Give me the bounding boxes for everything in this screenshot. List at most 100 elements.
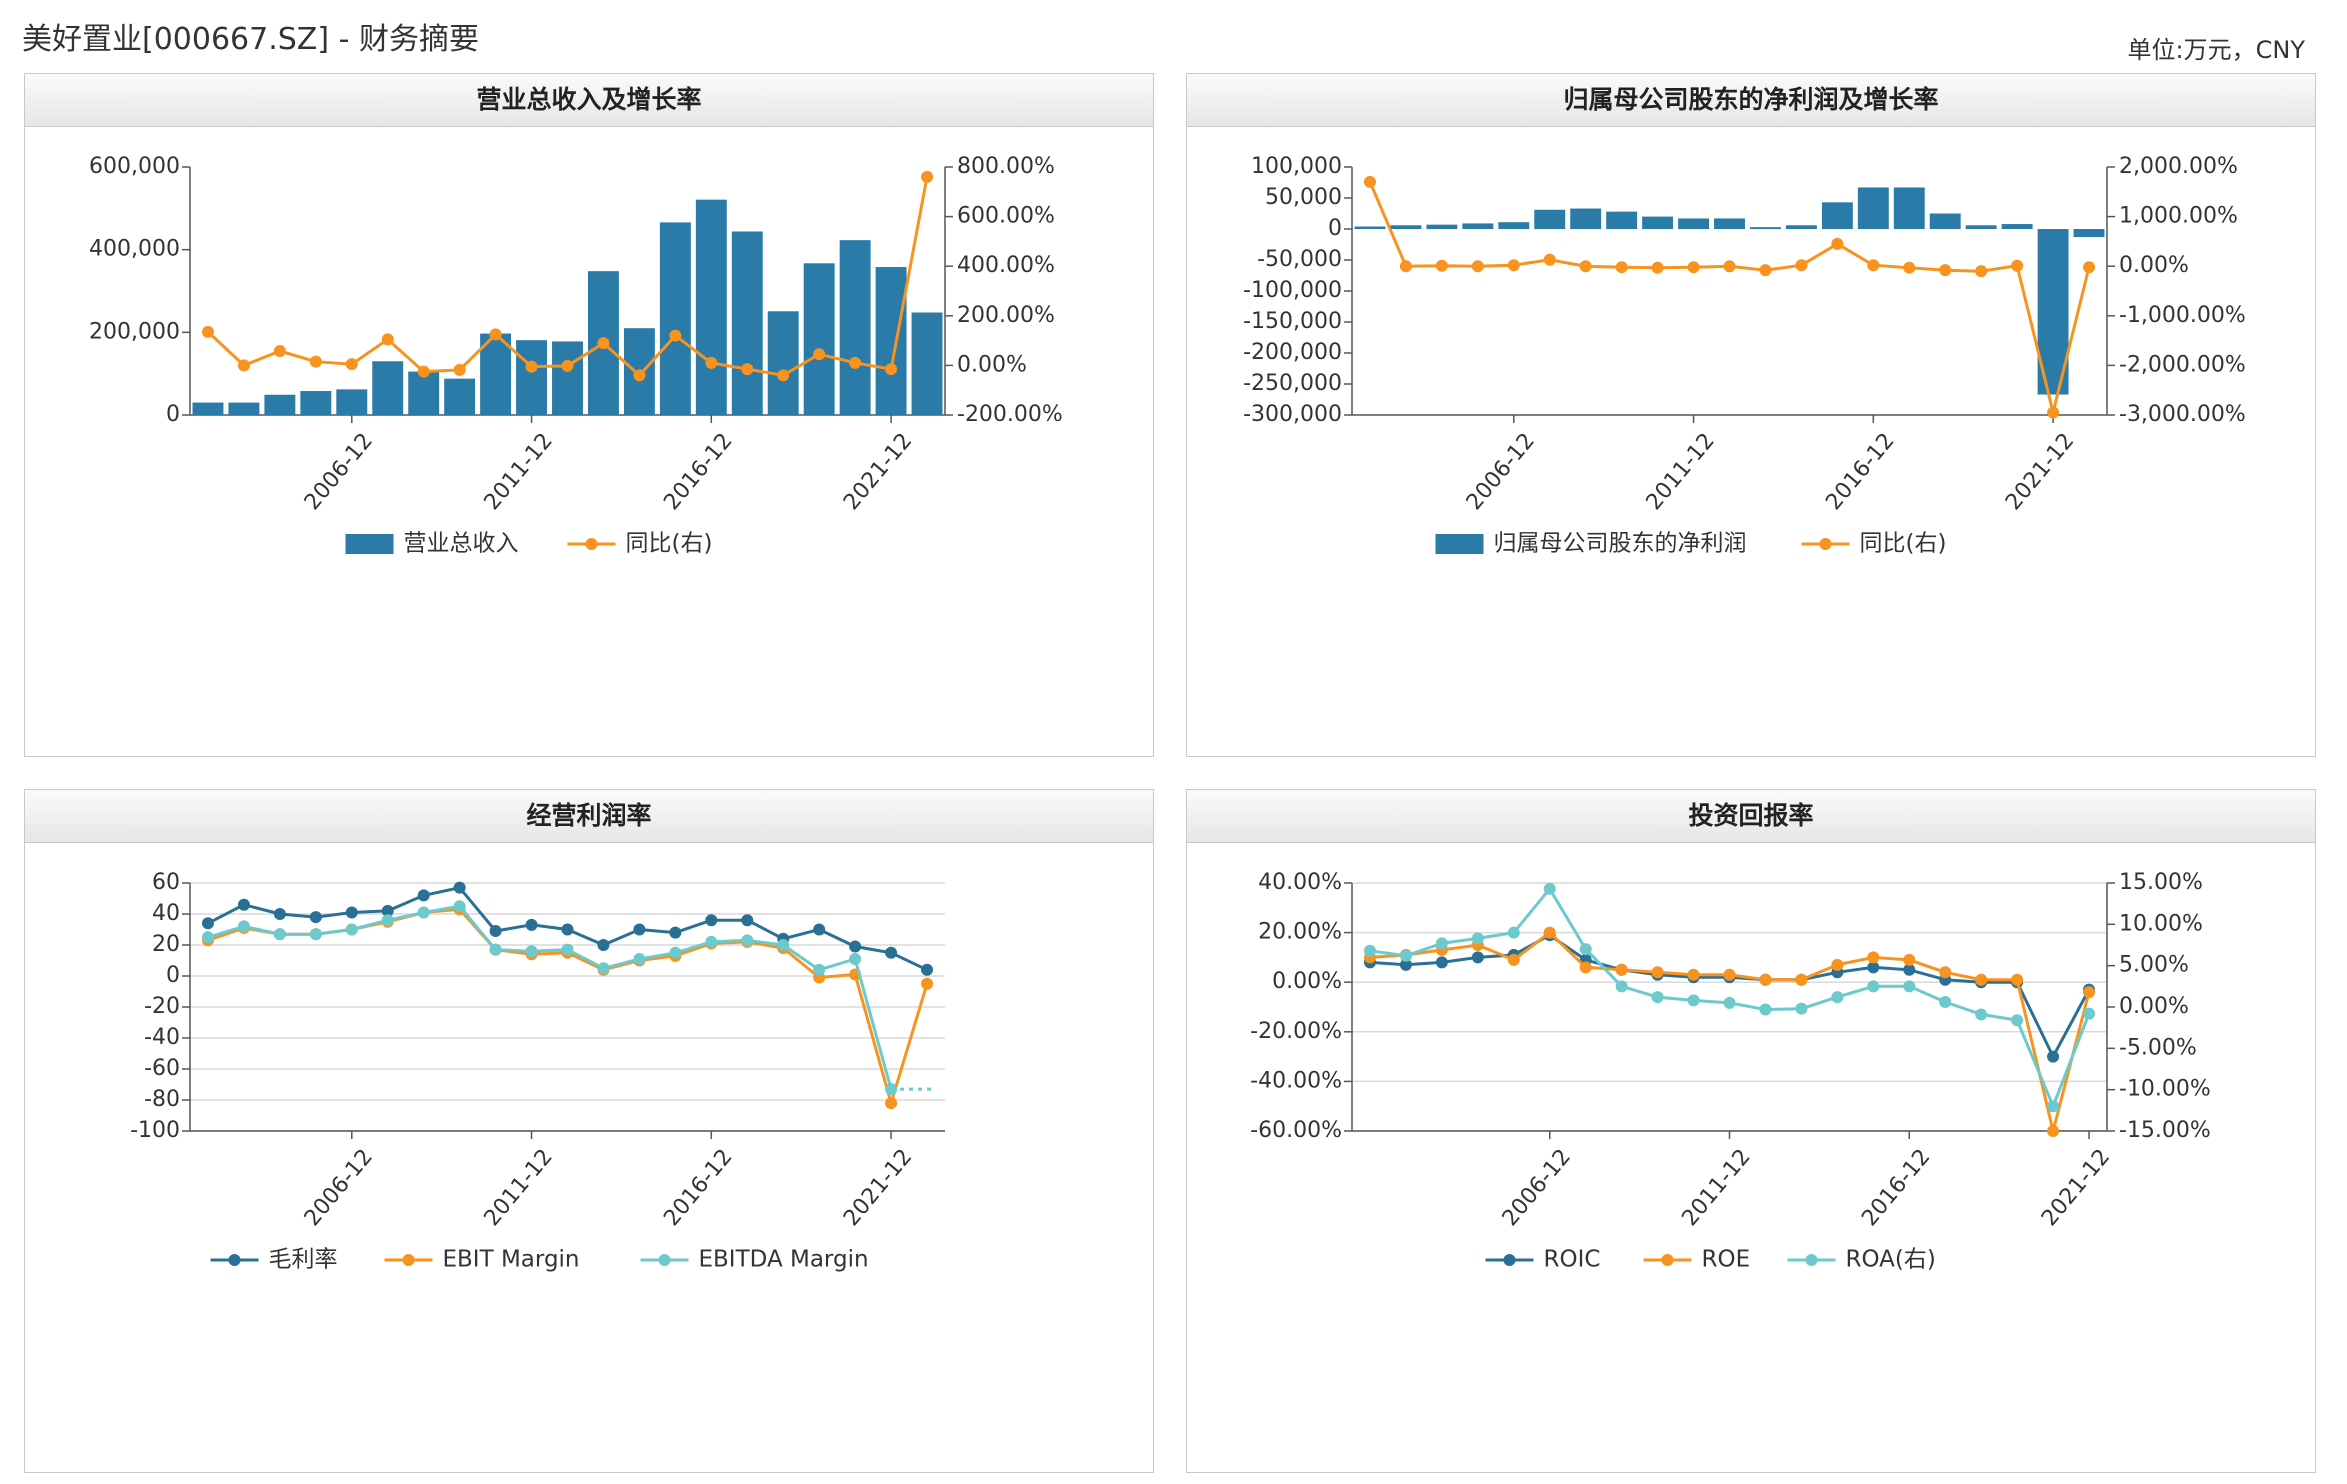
data-point xyxy=(1939,264,1952,277)
y-tick-label-left: -40.00% xyxy=(1250,1068,1342,1093)
bar xyxy=(659,222,691,415)
y-tick-label-left: -80 xyxy=(144,1087,180,1112)
y-tick-label-left: 600,000 xyxy=(89,154,180,179)
data-point xyxy=(1795,259,1808,272)
data-point xyxy=(1471,951,1484,964)
data-point xyxy=(2083,986,2096,999)
y-tick-label-left: -300,000 xyxy=(1243,402,1342,427)
data-point xyxy=(2083,261,2096,274)
y-tick-label-right: 0.00% xyxy=(2119,253,2189,278)
data-point xyxy=(741,934,754,947)
bar xyxy=(1462,223,1494,229)
x-tick-label: 2006-12 xyxy=(1498,1145,1576,1231)
chart-operating-margin: -100 -80 -60 -40 -20 0 20 40 60 2006-12 2011-12 201… xyxy=(130,870,945,1273)
data-point xyxy=(417,365,430,378)
data-point xyxy=(201,325,214,338)
y-tick-label-left: -60 xyxy=(144,1056,180,1081)
chart-title-operating-margin: 经营利润率 xyxy=(25,790,1153,843)
legend-swatch-bar xyxy=(1435,534,1484,554)
data-point xyxy=(1759,264,1772,277)
bar xyxy=(228,402,260,415)
data-point xyxy=(237,898,250,911)
legend-label: 同比(右) xyxy=(1860,531,1947,557)
data-point xyxy=(1759,1003,1772,1016)
data-point xyxy=(2047,406,2060,419)
data-point xyxy=(1543,882,1556,895)
bar xyxy=(1642,216,1674,229)
data-point xyxy=(381,333,394,346)
data-point xyxy=(1759,973,1772,986)
data-point xyxy=(1471,932,1484,945)
y-tick-label-right: 15.00% xyxy=(2119,870,2203,895)
data-point xyxy=(1903,953,1916,966)
data-point xyxy=(777,369,790,382)
legend-swatch-dot xyxy=(402,1254,415,1266)
y-tick-label-right: 2,000.00% xyxy=(2119,154,2238,179)
data-point xyxy=(1687,968,1700,981)
data-point xyxy=(1723,968,1736,981)
x-tick-label: 2021-12 xyxy=(2001,429,2079,515)
bar xyxy=(731,231,763,415)
panel-operating-margin: 经营利润率 -100 -80 -60 -40 -20 0 20 40 60 2006-12 2011… xyxy=(24,789,1154,1473)
data-point xyxy=(813,348,826,361)
bar xyxy=(516,340,548,415)
data-point xyxy=(489,328,502,341)
legend-swatch-dot xyxy=(1503,1254,1516,1266)
bar xyxy=(1390,225,1422,229)
bar xyxy=(1534,209,1566,229)
data-point xyxy=(1435,956,1448,969)
data-point xyxy=(1867,980,1880,993)
data-point xyxy=(561,923,574,936)
legend-label: ROE xyxy=(1702,1247,1751,1273)
legend-label: EBITDA Margin xyxy=(699,1247,869,1273)
data-point xyxy=(633,923,646,936)
page-title: 美好置业[000667.SZ] - 财务摘要 xyxy=(22,22,479,57)
legend-swatch-dot xyxy=(585,538,598,550)
bar xyxy=(1749,227,1781,229)
panel-revenue: 营业总收入及增长率 0 200,000 400,000 600,000 -200.00%… xyxy=(24,73,1154,757)
y-tick-label-right: -200.00% xyxy=(957,402,1063,427)
y-tick-label-left: -20 xyxy=(144,994,180,1019)
data-point xyxy=(345,358,358,371)
data-point xyxy=(1687,261,1700,274)
data-point xyxy=(1507,926,1520,939)
bar xyxy=(2073,229,2105,238)
data-point xyxy=(1651,966,1664,979)
data-point xyxy=(1435,937,1448,950)
data-point xyxy=(705,914,718,927)
data-point xyxy=(345,923,358,936)
data-point xyxy=(381,904,394,917)
y-tick-label-right: 0.00% xyxy=(957,352,1027,377)
y-tick-label-left: -50,000 xyxy=(1257,247,1342,272)
data-point xyxy=(201,931,214,944)
y-tick-label-left: 0.00% xyxy=(1272,969,1342,994)
y-tick-label-left: 20.00% xyxy=(1258,920,1342,945)
data-point xyxy=(669,926,682,939)
data-point xyxy=(453,881,466,894)
bar xyxy=(552,341,583,415)
data-point xyxy=(1723,260,1736,273)
data-point xyxy=(417,889,430,902)
y-tick-label-right: 800.00% xyxy=(957,154,1055,179)
data-point xyxy=(1651,261,1664,274)
y-tick-label-left: 50,000 xyxy=(1265,185,1342,210)
data-point xyxy=(885,946,898,959)
bar xyxy=(1354,226,1386,229)
y-tick-label-right: 0.00% xyxy=(2119,994,2189,1019)
panel-roi: 投资回报率 -60.00% -40.00% -20.00% 0.00% 20.00% 40… xyxy=(1186,789,2316,1473)
bar xyxy=(1929,213,1961,229)
data-point xyxy=(309,911,322,924)
data-point xyxy=(489,943,502,956)
data-point xyxy=(237,359,250,372)
data-point xyxy=(705,935,718,948)
chart-roi: -60.00% -40.00% -20.00% 0.00% 20.00% 40.00% -1… xyxy=(1250,870,2211,1273)
bar xyxy=(480,333,512,415)
y-tick-label-right: -1,000.00% xyxy=(2119,303,2246,328)
x-tick-label: 2016-12 xyxy=(659,429,737,515)
data-point xyxy=(237,920,250,933)
data-point xyxy=(633,952,646,965)
bar xyxy=(1426,224,1458,229)
series-line xyxy=(207,904,893,1090)
bar xyxy=(1570,208,1602,229)
legend-label: 毛利率 xyxy=(269,1247,338,1273)
